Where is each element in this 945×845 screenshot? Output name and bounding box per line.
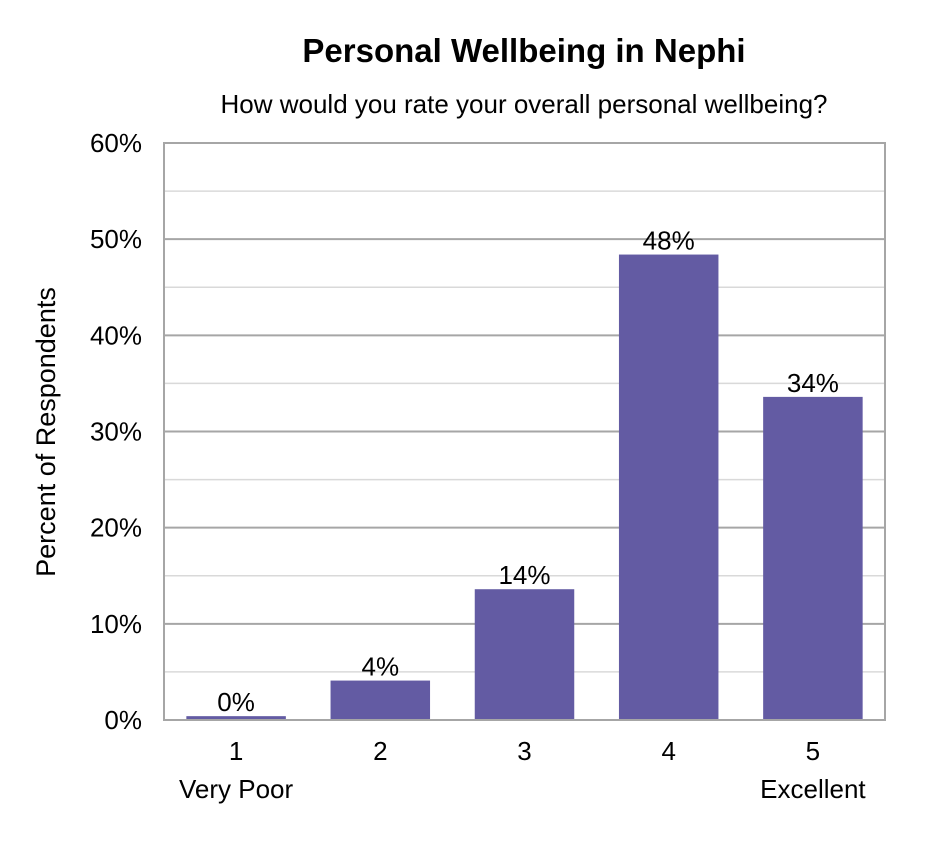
x-tick-sublabel: Excellent xyxy=(760,774,866,804)
y-tick-labels: 0% 10% 20% 30% 40% 50% 60% xyxy=(90,128,142,735)
x-tick-labels: 1 Very Poor 2 3 4 5 Excellent xyxy=(179,736,866,804)
x-tick-label: 5 xyxy=(806,736,820,766)
y-tick-label: 50% xyxy=(90,224,142,254)
y-tick-label: 30% xyxy=(90,417,142,447)
data-label: 34% xyxy=(787,368,839,398)
x-tick-sublabel: Very Poor xyxy=(179,774,294,804)
bar xyxy=(763,396,863,720)
y-axis-label: Percent of Respondents xyxy=(31,287,61,577)
y-tick-label: 0% xyxy=(104,705,142,735)
chart-subtitle: How would you rate your overall personal… xyxy=(220,89,827,119)
x-tick-label: 2 xyxy=(373,736,387,766)
bar xyxy=(186,716,286,720)
data-label: 48% xyxy=(643,226,695,256)
bar xyxy=(474,589,575,720)
y-tick-label: 40% xyxy=(90,320,142,350)
x-tick-label: 4 xyxy=(661,736,675,766)
data-labels: 0% 4% 14% 48% 34% xyxy=(217,226,839,718)
bar xyxy=(330,680,431,720)
x-tick-label: 1 xyxy=(229,736,243,766)
x-tick-label: 3 xyxy=(517,736,531,766)
bars xyxy=(186,254,863,720)
bar xyxy=(618,254,719,720)
plot-area-border xyxy=(163,142,886,721)
data-label: 14% xyxy=(498,560,550,590)
data-label: 0% xyxy=(217,687,255,717)
chart-title: Personal Wellbeing in Nephi xyxy=(302,32,745,69)
y-tick-label: 10% xyxy=(90,609,142,639)
data-label: 4% xyxy=(362,652,400,682)
y-tick-label: 60% xyxy=(90,128,142,158)
y-tick-label: 20% xyxy=(90,513,142,543)
